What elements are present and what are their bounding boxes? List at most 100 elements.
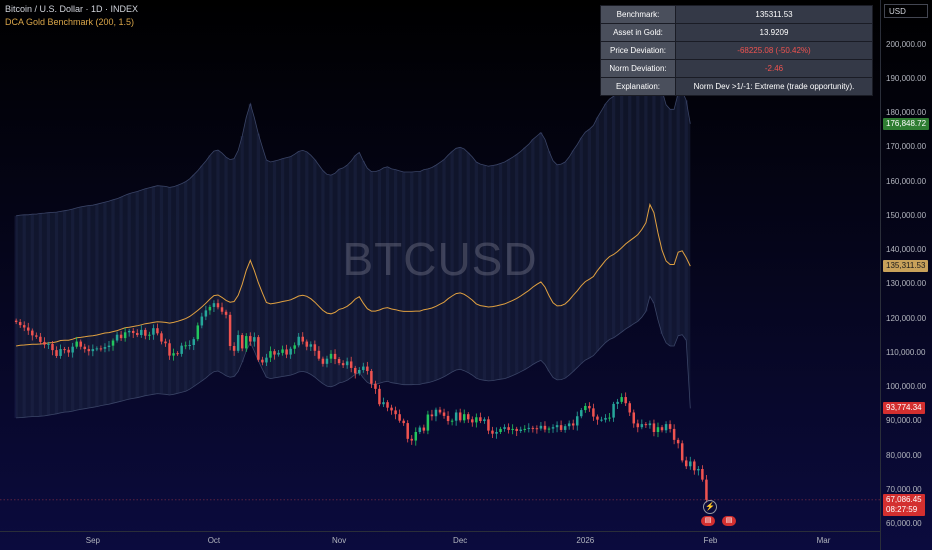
candle — [575, 411, 579, 431]
candle — [140, 325, 143, 338]
candle — [515, 426, 518, 437]
candle — [458, 408, 462, 423]
candle — [301, 332, 305, 345]
chart-title[interactable]: Bitcoin / U.S. Dollar · 1D · INDEX — [5, 4, 139, 14]
info-row: Explanation: Norm Dev >1/-1: Extreme (tra… — [600, 77, 873, 96]
candle — [418, 425, 422, 435]
candle — [430, 409, 434, 421]
price-tick-label: 90,000.00 — [886, 416, 922, 426]
price-tick-label: 200,000.00 — [886, 39, 927, 49]
candle — [454, 409, 458, 426]
candle — [14, 318, 18, 325]
candle — [297, 332, 300, 348]
candle — [71, 342, 74, 358]
time-tick-label: Nov — [331, 536, 347, 545]
candle — [693, 459, 696, 475]
info-row: Price Deviation: -68225.08 (-50.42%) — [600, 41, 873, 60]
candle — [668, 420, 672, 433]
candle — [123, 327, 127, 342]
candle — [75, 336, 78, 349]
candle — [261, 356, 264, 366]
candle — [309, 341, 313, 352]
candle — [495, 427, 498, 439]
candle — [632, 409, 636, 428]
upper-band-line — [16, 27, 691, 217]
candle — [543, 421, 547, 433]
candle — [35, 332, 38, 339]
candle — [168, 339, 171, 360]
price-tick-label: 60,000.00 — [886, 519, 922, 529]
candle — [652, 419, 656, 437]
candle — [370, 368, 373, 389]
candle — [107, 341, 111, 352]
candle — [410, 435, 413, 445]
candle — [547, 426, 551, 434]
candle — [358, 367, 361, 376]
candle — [152, 324, 155, 340]
candle — [398, 409, 401, 423]
candle — [63, 347, 66, 354]
info-value: Norm Dev >1/-1: Extreme (trade opportuni… — [675, 77, 873, 96]
price-tag-label: 176,848.72 — [886, 118, 927, 128]
candle — [95, 346, 99, 352]
candle — [285, 344, 288, 359]
candle — [467, 412, 470, 423]
candle — [487, 416, 490, 435]
info-row: Asset in Gold: 13.9209 — [600, 23, 873, 42]
candle — [119, 330, 123, 341]
candle — [446, 411, 450, 425]
candle — [172, 348, 175, 361]
candle — [317, 346, 321, 361]
info-value: -68225.08 (-50.42%) — [675, 41, 873, 60]
candle — [305, 339, 309, 351]
candle — [216, 299, 220, 310]
lightning-icon[interactable]: ⚡ — [703, 500, 717, 514]
candle — [349, 356, 353, 373]
candle — [628, 401, 631, 417]
candle — [176, 351, 179, 356]
candle — [604, 414, 607, 423]
candle — [253, 332, 256, 347]
candle — [499, 426, 502, 435]
candle — [192, 337, 196, 351]
price-tick-label: 80,000.00 — [886, 450, 922, 460]
candle — [438, 406, 442, 415]
currency-selector[interactable]: USD — [884, 4, 928, 18]
info-row: Norm Deviation: -2.46 — [600, 59, 873, 78]
candle — [366, 361, 369, 375]
candle — [321, 356, 325, 367]
time-tick-label: Oct — [207, 536, 221, 545]
candle — [689, 456, 692, 470]
candle — [624, 392, 627, 407]
time-axis-border — [0, 531, 880, 532]
candle — [184, 341, 187, 350]
candle — [539, 422, 543, 431]
price-tag: 135,311.53 — [883, 260, 929, 273]
us-flag-event-icon-2[interactable]: ▤ — [722, 516, 736, 526]
candle — [265, 353, 268, 367]
candle — [382, 397, 385, 408]
candle — [660, 425, 664, 433]
price-tag: 93,774.34 — [883, 402, 925, 415]
price-tag-label: 93,774.34 — [886, 403, 922, 413]
indicator-legend[interactable]: DCA Gold Benchmark (200, 1.5) — [5, 17, 135, 27]
candle — [362, 362, 365, 373]
candle — [386, 400, 389, 412]
candle — [232, 342, 236, 356]
price-axis-border — [880, 0, 881, 550]
price-tick-label: 100,000.00 — [886, 382, 927, 392]
candle — [160, 331, 163, 345]
candle — [43, 337, 46, 349]
candle — [204, 305, 208, 321]
candle — [592, 403, 595, 421]
candle — [616, 398, 619, 409]
candle — [648, 420, 652, 429]
candle — [503, 424, 506, 432]
candle — [55, 346, 58, 358]
candle — [640, 419, 644, 430]
candle — [345, 357, 349, 369]
candle — [507, 423, 510, 434]
us-flag-event-icon[interactable]: ▤ — [701, 516, 715, 526]
